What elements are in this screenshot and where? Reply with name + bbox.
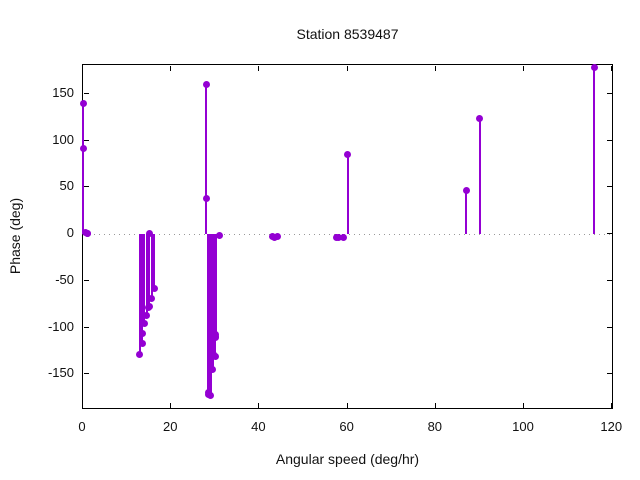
x-tick-top [82, 66, 83, 71]
data-point [211, 353, 219, 361]
x-axis-label: Angular speed (deg/hr) [275, 451, 420, 467]
data-stem [478, 118, 481, 235]
data-point [150, 284, 158, 292]
y-tick-label: 50 [59, 178, 74, 194]
data-point [145, 302, 153, 310]
y-tick-label: 100 [52, 131, 74, 147]
chart-title: Station 8539487 [296, 26, 399, 42]
plot-area [79, 64, 613, 409]
x-tick-top [170, 66, 172, 71]
x-tick-top [346, 66, 348, 71]
data-point [335, 234, 343, 242]
data-stem [214, 234, 217, 338]
x-tick-label: 20 [162, 419, 178, 434]
data-point [209, 366, 217, 374]
y-tick [84, 139, 89, 141]
y-tick [84, 326, 89, 328]
x-tick-top [258, 66, 260, 71]
data-stem [138, 234, 141, 355]
data-stem [209, 234, 212, 396]
data-stem [145, 234, 148, 316]
data-point [148, 295, 156, 303]
data-stem [148, 234, 151, 307]
x-tick [434, 403, 436, 408]
y-tick [84, 92, 89, 94]
data-point [84, 229, 92, 237]
data-point [202, 195, 210, 203]
data-point [138, 340, 146, 348]
y-tick-right [607, 233, 612, 235]
data-point [79, 144, 87, 152]
y-tick-right [607, 279, 612, 281]
x-tick-top [523, 66, 525, 71]
y-tick [84, 373, 89, 375]
data-point [273, 232, 281, 240]
y-tick-right [607, 186, 612, 188]
x-tick-label: 80 [427, 419, 443, 434]
data-stem [465, 190, 468, 235]
x-tick [611, 403, 613, 408]
y-tick-right [607, 139, 612, 141]
x-tick [346, 403, 348, 408]
data-stem [205, 198, 208, 235]
y-tick [84, 186, 89, 188]
data-point [136, 351, 144, 359]
data-point [216, 231, 224, 239]
y-tick-right [607, 373, 612, 375]
data-point [138, 329, 146, 337]
data-stem [593, 67, 596, 235]
data-stem [205, 84, 208, 235]
y-tick-label: -150 [47, 365, 74, 381]
data-point [462, 186, 470, 194]
x-tick-top [611, 66, 613, 71]
data-point [590, 64, 598, 72]
data-stem [150, 234, 153, 299]
data-stem [346, 154, 349, 235]
y-tick-label: 0 [66, 225, 74, 241]
data-point [79, 99, 87, 107]
data-point [212, 333, 220, 341]
data-point [145, 229, 153, 237]
data-stem [82, 148, 85, 235]
x-tick-label: 100 [512, 419, 534, 434]
x-tick [170, 403, 172, 408]
x-tick [82, 403, 83, 408]
y-tick-label: -50 [55, 271, 74, 287]
data-point [339, 233, 347, 241]
x-tick-label: 60 [339, 419, 354, 434]
y-tick-right [607, 92, 612, 94]
y-tick-label: -100 [47, 318, 74, 334]
y-tick-label: 150 [52, 84, 74, 100]
data-stem [143, 234, 146, 324]
x-tick-top [434, 66, 436, 71]
data-stem [212, 234, 215, 355]
zero-line [84, 234, 613, 235]
y-tick-right [607, 326, 612, 328]
x-tick-label: 40 [251, 419, 266, 434]
y-tick [84, 279, 89, 281]
data-stem [207, 234, 210, 395]
x-tick [258, 403, 260, 408]
data-stem [141, 234, 144, 334]
x-tick [523, 403, 525, 408]
data-stem [153, 234, 156, 289]
data-point [202, 81, 210, 89]
data-point [476, 114, 484, 122]
data-point [344, 151, 352, 159]
x-tick-label: 0 [78, 419, 86, 434]
data-point [140, 320, 148, 328]
data-point [143, 312, 151, 320]
x-tick-label: 120 [600, 419, 623, 434]
data-point [207, 392, 215, 400]
